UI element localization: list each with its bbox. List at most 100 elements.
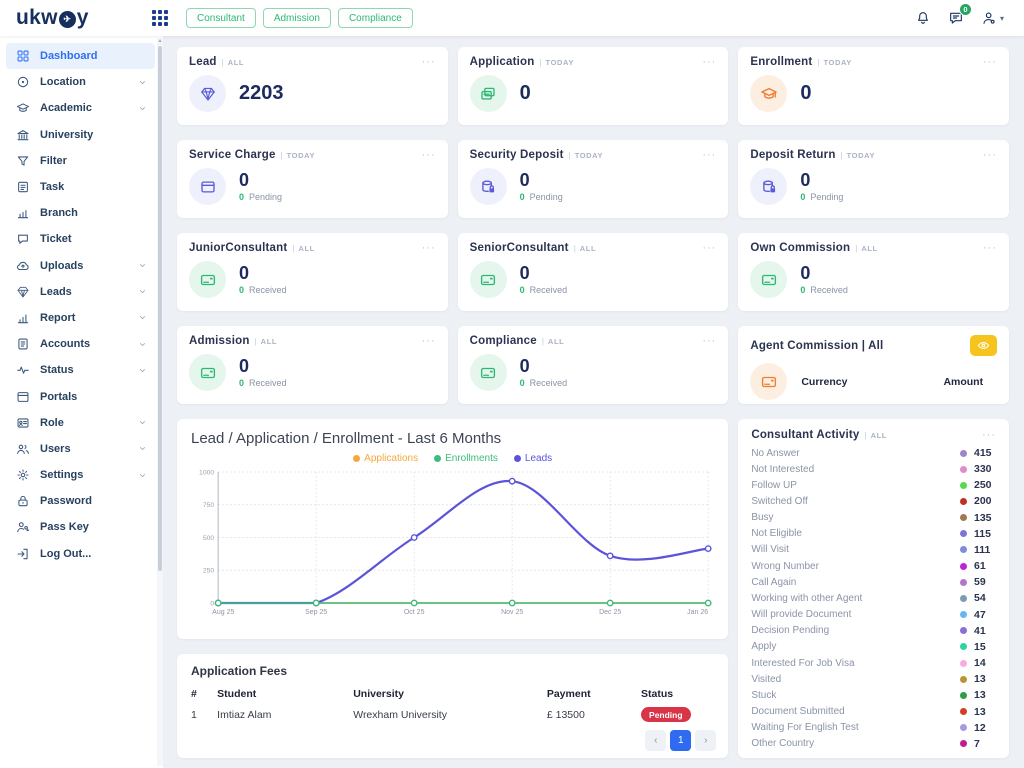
sidebar-item-uploads[interactable]: Uploads: [6, 253, 155, 279]
nav-compliance-button[interactable]: Compliance: [337, 8, 413, 29]
card-title: Service Charge: [189, 149, 276, 161]
pagination-page-1-button[interactable]: 1: [670, 730, 692, 751]
fees-header-status: Status: [641, 688, 674, 700]
activity-row: Will Visit 111: [751, 544, 996, 556]
report-icon: [16, 311, 30, 325]
sidebar-item-dashboard[interactable]: Dashboard: [6, 43, 155, 70]
card-title: Own Commission: [750, 242, 851, 254]
activity-row: Interested For Job Visa 14: [751, 657, 996, 669]
activity-value: 111: [973, 543, 991, 556]
card-menu-dots[interactable]: ···: [702, 242, 717, 254]
sidebar-item-log-out[interactable]: Log Out...: [6, 541, 155, 567]
top-header: ukw ✈ y Consultant Admission Compliance 0 ▾: [0, 0, 1024, 36]
sidebar-item-role[interactable]: Role: [6, 410, 155, 436]
sidebar-item-label: Location: [40, 76, 86, 89]
card-value: 0: [519, 169, 530, 190]
agent-col-amount: Amount: [943, 375, 984, 388]
activity-dot-icon: [959, 562, 967, 570]
activity-dot-icon: [959, 611, 967, 619]
activity-value: 59: [973, 576, 986, 589]
sidebar-item-report[interactable]: Report: [6, 305, 155, 331]
card-menu-dots[interactable]: ···: [702, 335, 717, 347]
sidebar-item-settings[interactable]: Settings: [6, 462, 155, 488]
card-menu-dots[interactable]: ···: [421, 242, 436, 254]
sidebar-item-users[interactable]: Users: [6, 436, 155, 462]
activity-label: Waiting For English Test: [751, 722, 859, 734]
card-sub-stat: 0 Received: [800, 285, 848, 296]
gem-icon: [189, 75, 226, 112]
gradcap-icon: [750, 75, 788, 112]
portals-icon: [16, 390, 30, 404]
sidebar-item-label: Ticket: [40, 233, 72, 246]
card-menu-dots[interactable]: ···: [702, 149, 717, 161]
activity-row: Visited 13: [751, 673, 996, 685]
card-menu-dots[interactable]: ···: [421, 335, 436, 347]
sidebar-item-location[interactable]: Location: [6, 69, 155, 95]
nav-consultant-button[interactable]: Consultant: [186, 8, 256, 29]
card-sub-stat: 0 Pending: [800, 192, 844, 203]
activity-dot-icon: [959, 740, 967, 748]
sidebar-item-task[interactable]: Task: [6, 174, 155, 200]
sidebar-item-status[interactable]: Status: [6, 357, 155, 383]
svg-text:Nov 25: Nov 25: [501, 609, 523, 616]
table-row: 1 Imtiaz Alam Wrexham University £ 13500 Pen…: [191, 703, 714, 726]
sidebar-item-label: Leads: [40, 285, 72, 298]
card-menu-dots[interactable]: ···: [982, 242, 997, 254]
user-menu[interactable]: ▾: [981, 10, 1004, 26]
activity-dot-icon: [959, 514, 967, 522]
card-menu-dots[interactable]: ···: [421, 56, 436, 68]
wallet-icon: [189, 168, 226, 205]
activity-row: Other Country 7: [751, 738, 996, 750]
svg-text:250: 250: [203, 568, 215, 575]
activity-label: Stuck: [751, 689, 777, 701]
activity-row: Call Again 59: [751, 576, 996, 588]
activity-label: Not Interested: [751, 463, 815, 475]
stack-icon: [469, 75, 507, 112]
sidebar-item-portals[interactable]: Portals: [6, 383, 155, 409]
activity-label: No Answer: [751, 447, 800, 459]
card-menu-dots[interactable]: ···: [421, 149, 436, 161]
chat-icon[interactable]: 0: [948, 3, 972, 26]
nav-admission-button[interactable]: Admission: [262, 8, 331, 29]
activity-dot-icon: [959, 546, 967, 554]
agent-col-currency: Currency: [801, 375, 848, 388]
activity-value: 15: [973, 640, 986, 653]
chevron-down-icon: [138, 261, 147, 270]
sidebar-item-academic[interactable]: Academic: [6, 95, 155, 121]
sidebar-item-accounts[interactable]: Accounts: [6, 331, 155, 357]
card-scope: TODAY: [574, 150, 604, 160]
deposit-return-card: Deposit Return | TODAY ··· 0 0 Pending: [738, 140, 1009, 218]
eye-button[interactable]: [969, 335, 997, 356]
sidebar-item-password[interactable]: Password: [6, 488, 155, 514]
sidebar-item-filter[interactable]: Filter: [6, 148, 155, 174]
chevron-down-icon: [138, 418, 147, 427]
bell-icon[interactable]: [915, 10, 931, 26]
sidebar-item-branch[interactable]: Branch: [6, 200, 155, 226]
sidebar-item-university[interactable]: University: [6, 122, 155, 148]
card-sub-stat: 0 Received: [519, 285, 568, 296]
card-menu-dots[interactable]: ···: [982, 56, 997, 68]
card-icon: [750, 261, 788, 298]
sidebar-scrollbar[interactable]: ▲: [157, 38, 163, 766]
sidebar-item-pass-key[interactable]: Pass Key: [6, 514, 155, 540]
app-logo[interactable]: ukw ✈ y: [0, 6, 148, 30]
sidebar-item-label: Users: [40, 442, 71, 455]
pagination-prev-button[interactable]: ‹: [645, 730, 667, 751]
card-menu-dots[interactable]: ···: [981, 429, 996, 441]
card-scope: TODAY: [846, 150, 876, 160]
scrollbar-up-arrow[interactable]: ▲: [157, 38, 163, 44]
legend-applications[interactable]: Applications: [353, 453, 418, 464]
sidebar-item-ticket[interactable]: Ticket: [6, 226, 155, 252]
card-scope: ALL: [260, 336, 278, 346]
legend-leads[interactable]: Leads: [513, 453, 552, 464]
card-menu-dots[interactable]: ···: [982, 149, 997, 161]
seniorconsultant-card: SeniorConsultant | ALL ··· 0 0 Received: [457, 233, 729, 311]
sidebar-scrollbar-thumb[interactable]: [158, 46, 162, 571]
pagination-next-button[interactable]: ›: [695, 730, 717, 751]
lead-card: Lead | ALL ··· 2203: [177, 47, 448, 125]
sidebar-item-leads[interactable]: Leads: [6, 279, 155, 305]
card-menu-dots[interactable]: ···: [702, 56, 717, 68]
activity-value: 13: [973, 705, 986, 718]
apps-grid-icon[interactable]: [152, 10, 168, 26]
legend-enrollments[interactable]: Enrollments: [434, 453, 498, 464]
